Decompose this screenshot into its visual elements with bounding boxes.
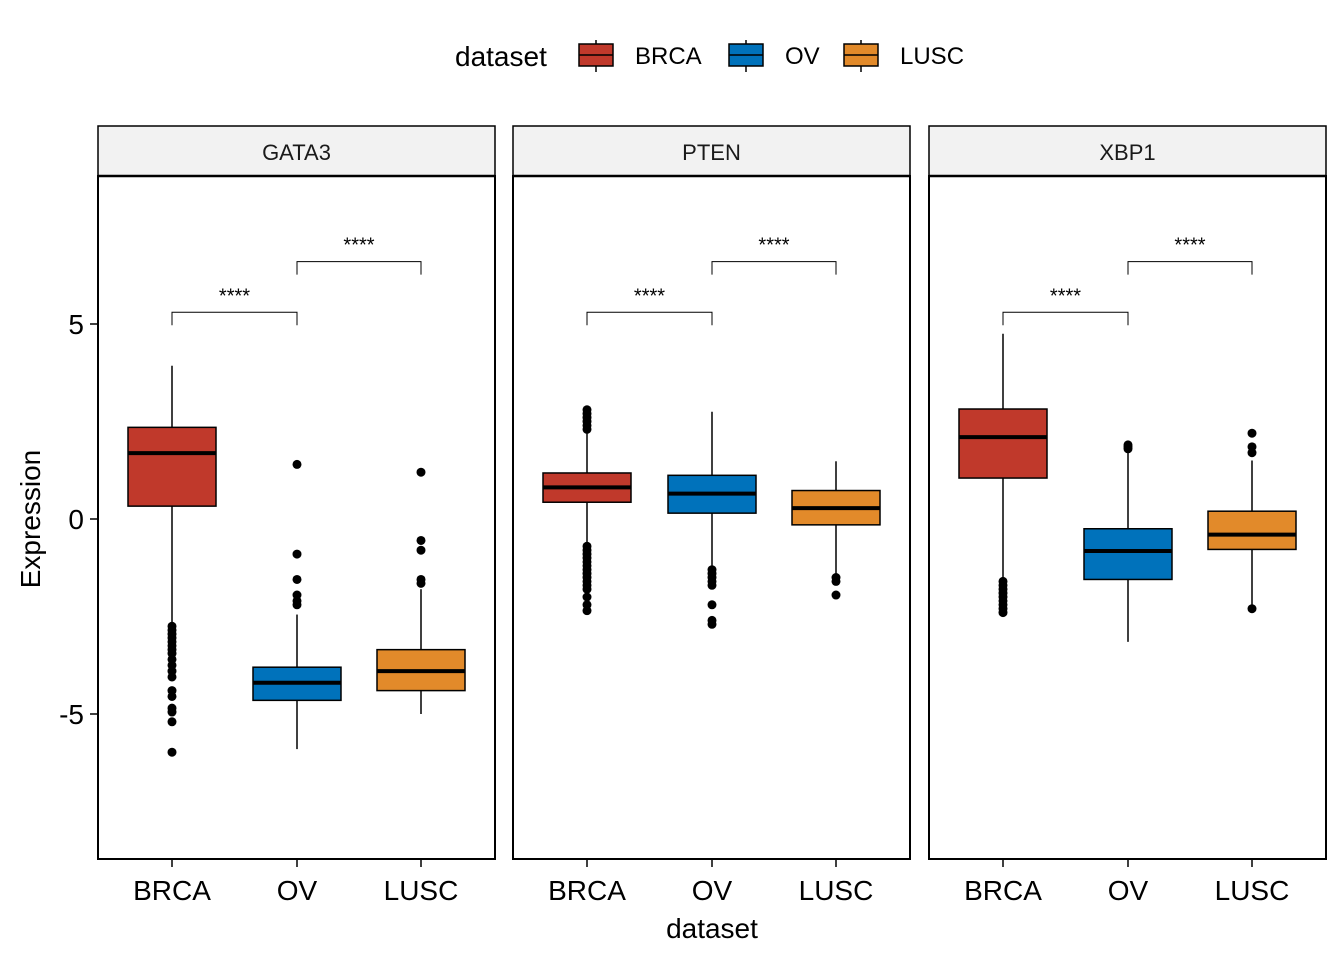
outlier-point xyxy=(1247,442,1257,452)
significance-label: **** xyxy=(1050,285,1081,307)
significance-label: **** xyxy=(219,285,250,307)
box-lusc xyxy=(791,461,881,600)
outlier-point xyxy=(1247,604,1257,614)
legend: dataset BRCA OV LUSC xyxy=(455,40,964,72)
y-axis: 5 0 -5 xyxy=(59,309,98,730)
legend-item-ov: OV xyxy=(728,40,820,72)
x-tick-label-lusc: LUSC xyxy=(384,875,459,906)
outlier-point xyxy=(1123,440,1133,450)
y-tick-label: 0 xyxy=(68,504,84,535)
x-tick-label-brca: BRCA xyxy=(548,875,626,906)
x-tick-label-ov: OV xyxy=(277,875,318,906)
outlier-point xyxy=(998,608,1008,618)
x-tick-label-lusc: LUSC xyxy=(799,875,874,906)
box-ov xyxy=(1083,440,1173,642)
box-lusc xyxy=(1207,428,1297,614)
legend-item-brca: BRCA xyxy=(578,40,702,72)
comparison-bracket xyxy=(171,311,298,326)
legend-item-lusc: LUSC xyxy=(843,40,964,72)
outlier-point xyxy=(167,707,177,717)
comparison-bracket xyxy=(1127,261,1253,275)
strip-background xyxy=(512,125,911,177)
facet-panels: GATA3 **** **** BRCA OV LUSC PTEN **** **** BRCA O… xyxy=(97,125,1327,906)
significance-label: **** xyxy=(634,285,665,307)
outlier-point xyxy=(582,606,592,616)
legend-label-brca: BRCA xyxy=(635,43,702,70)
comparison-bracket xyxy=(711,261,837,275)
outlier-point xyxy=(292,459,302,469)
legend-title: dataset xyxy=(455,41,547,72)
comparison-ov-lusc: **** xyxy=(296,235,422,275)
comparison-bracket xyxy=(296,261,422,275)
legend-keys: BRCA OV LUSC xyxy=(578,40,964,72)
box-lusc xyxy=(376,467,466,714)
outlier-point xyxy=(167,717,177,727)
x-tick-label-brca: BRCA xyxy=(133,875,211,906)
strip-label: GATA3 xyxy=(262,140,331,165)
outlier-point xyxy=(1247,428,1257,438)
comparison-brca-ov: **** xyxy=(1002,285,1129,326)
outlier-point xyxy=(707,580,717,590)
panel-pten: PTEN **** **** BRCA OV LUSC xyxy=(512,125,911,906)
panel-border xyxy=(97,175,496,860)
outlier-point xyxy=(831,576,841,586)
outlier-point xyxy=(292,549,302,559)
outlier-point xyxy=(167,672,177,682)
comparison-bracket xyxy=(586,311,713,326)
outlier-point xyxy=(167,691,177,701)
comparison-brca-ov: **** xyxy=(586,285,713,326)
outlier-point xyxy=(292,600,302,610)
panel-gata3: GATA3 **** **** BRCA OV LUSC xyxy=(97,125,496,906)
x-axis-title: dataset xyxy=(666,913,758,944)
comparison-bracket xyxy=(1002,311,1129,326)
y-tick-label: 5 xyxy=(68,309,84,340)
outlier-point xyxy=(292,574,302,584)
outlier-point xyxy=(416,545,426,555)
outlier-point xyxy=(416,467,426,477)
significance-label: **** xyxy=(758,235,789,257)
panel-xbp1: XBP1 **** **** BRCA OV LUSC xyxy=(928,125,1327,906)
legend-label-ov: OV xyxy=(785,43,820,70)
outlier-point xyxy=(416,578,426,588)
box-iqr xyxy=(1083,528,1173,581)
box-iqr xyxy=(127,426,217,507)
outlier-point xyxy=(831,590,841,600)
box-iqr xyxy=(958,408,1048,479)
significance-label: **** xyxy=(343,235,374,257)
comparison-brca-ov: **** xyxy=(171,285,298,326)
x-tick-label-brca: BRCA xyxy=(964,875,1042,906)
x-tick-label-ov: OV xyxy=(692,875,733,906)
comparison-ov-lusc: **** xyxy=(1127,235,1253,275)
box-iqr xyxy=(1207,510,1297,551)
outlier-point xyxy=(582,405,592,415)
legend-label-lusc: LUSC xyxy=(900,43,964,70)
outlier-point xyxy=(582,592,592,602)
outlier-point xyxy=(707,600,717,610)
comparison-ov-lusc: **** xyxy=(711,235,837,275)
box-ov xyxy=(252,459,342,750)
y-axis-title: Expression xyxy=(15,450,46,589)
strip-label: PTEN xyxy=(682,140,741,165)
x-tick-label-lusc: LUSC xyxy=(1215,875,1290,906)
outlier-point xyxy=(707,619,717,629)
x-tick-label-ov: OV xyxy=(1108,875,1149,906)
strip-background xyxy=(97,125,496,177)
box-brca xyxy=(542,405,632,616)
strip-label: XBP1 xyxy=(1099,140,1155,165)
significance-label: **** xyxy=(1174,235,1205,257)
outlier-point xyxy=(167,747,177,757)
y-tick-label: -5 xyxy=(59,699,84,730)
box-brca xyxy=(958,333,1048,618)
outlier-point xyxy=(582,584,592,594)
box-ov xyxy=(667,411,757,629)
box-brca xyxy=(127,365,217,757)
outlier-point xyxy=(416,535,426,545)
